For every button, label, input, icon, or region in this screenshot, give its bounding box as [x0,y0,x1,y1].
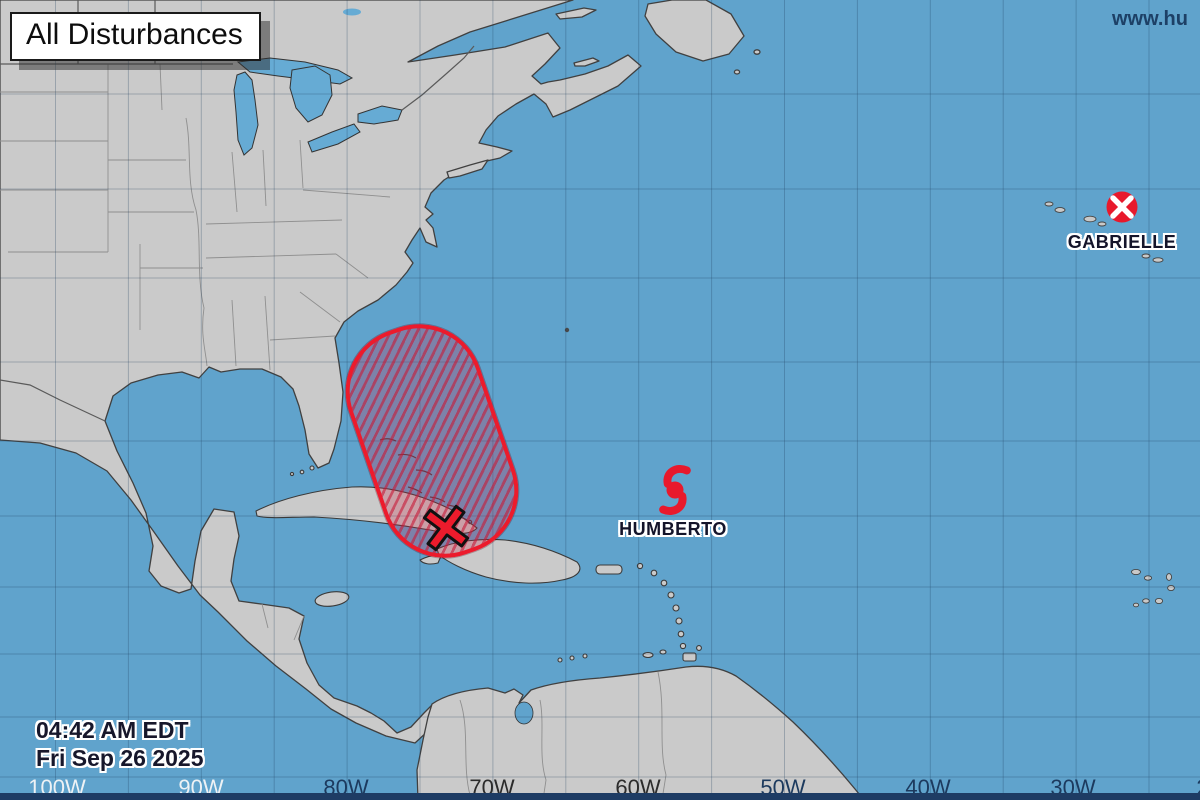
great-lakes [82,8,403,156]
timestamp-time: 04:42 AM EDT [36,717,189,743]
timestamp-block: 04:42 AM EDT Fri Sep 26 2025 [36,716,204,772]
bermuda-island [564,327,570,333]
lon-tick-20w: 20W [1196,775,1200,800]
storm-label-gabrielle: GABRIELLE [1067,232,1177,252]
post-tropical-icon-gabrielle[interactable] [1100,185,1144,229]
map-title-box: All Disturbances [10,12,261,61]
cape-verde-islands [1131,568,1175,608]
map-title: All Disturbances [26,18,243,51]
landmass-north-america [0,0,761,744]
state-borders [0,63,667,800]
watermark-url: www.hu [1112,8,1188,30]
timestamp-date: Fri Sep 26 2025 [36,745,204,771]
azores-islands [1044,201,1164,263]
bottom-bar [0,793,1200,800]
lake-maracaibo [514,701,534,725]
landmass-south-america [416,665,865,800]
hurricane-icon-humberto[interactable] [647,460,703,520]
disturbance-x-marker[interactable] [418,500,474,556]
storm-label-humberto: HUMBERTO [619,519,727,539]
